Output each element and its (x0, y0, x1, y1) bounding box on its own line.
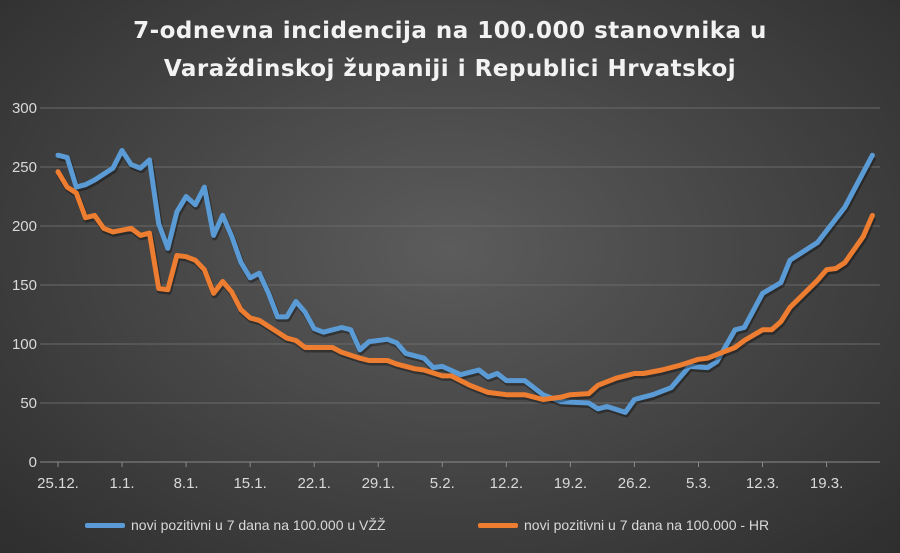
legend-label-hr: novi pozitivni u 7 dana na 100.000 - HR (524, 517, 770, 533)
legend-label-vzz: novi pozitivni u 7 dana na 100.000 u VŽŽ (131, 517, 386, 533)
x-tick-label: 15.1. (233, 475, 266, 492)
legend: novi pozitivni u 7 dana na 100.000 u VŽŽ… (0, 513, 900, 537)
chart-title: 7-odnevna incidencija na 100.000 stanovn… (0, 12, 900, 88)
y-tick-label: 150 (12, 277, 37, 294)
y-tick-label: 50 (20, 395, 37, 412)
x-tick-label: 22.1. (298, 475, 331, 492)
series-line-vzz (55, 148, 875, 415)
chart-title-line-1: 7-odnevna incidencija na 100.000 stanovn… (133, 18, 767, 44)
x-tick-label: 12.3. (746, 475, 779, 492)
x-tick-label: 29.1. (362, 475, 395, 492)
y-tick-label: 200 (12, 218, 37, 235)
x-tick-label: 5.3. (686, 475, 711, 492)
legend-item-hr: novi pozitivni u 7 dana na 100.000 - HR (478, 513, 769, 537)
legend-swatch-vzz (85, 522, 125, 528)
x-tick-label: 25.12. (37, 475, 79, 492)
x-tick-label: 5.2. (430, 475, 455, 492)
y-tick-label: 100 (12, 336, 37, 353)
x-tick-label: 12.2. (490, 475, 523, 492)
x-tick-label: 8.1. (174, 475, 199, 492)
x-tick-label: 19.2. (554, 475, 587, 492)
x-tick-label: 26.2. (618, 475, 651, 492)
x-tick-label: 1.1. (110, 475, 135, 492)
legend-swatch-hr (478, 522, 518, 528)
y-tick-label: 250 (12, 159, 37, 176)
y-tick-label: 0 (29, 454, 37, 471)
x-tick-label: 19.3. (810, 475, 843, 492)
y-tick-label: 300 (12, 100, 37, 117)
legend-item-vzz: novi pozitivni u 7 dana na 100.000 u VŽŽ (85, 513, 386, 537)
series-line-hr (55, 169, 875, 402)
chart-title-line-2: Varaždinskoj županiji i Republici Hrvats… (163, 56, 737, 82)
